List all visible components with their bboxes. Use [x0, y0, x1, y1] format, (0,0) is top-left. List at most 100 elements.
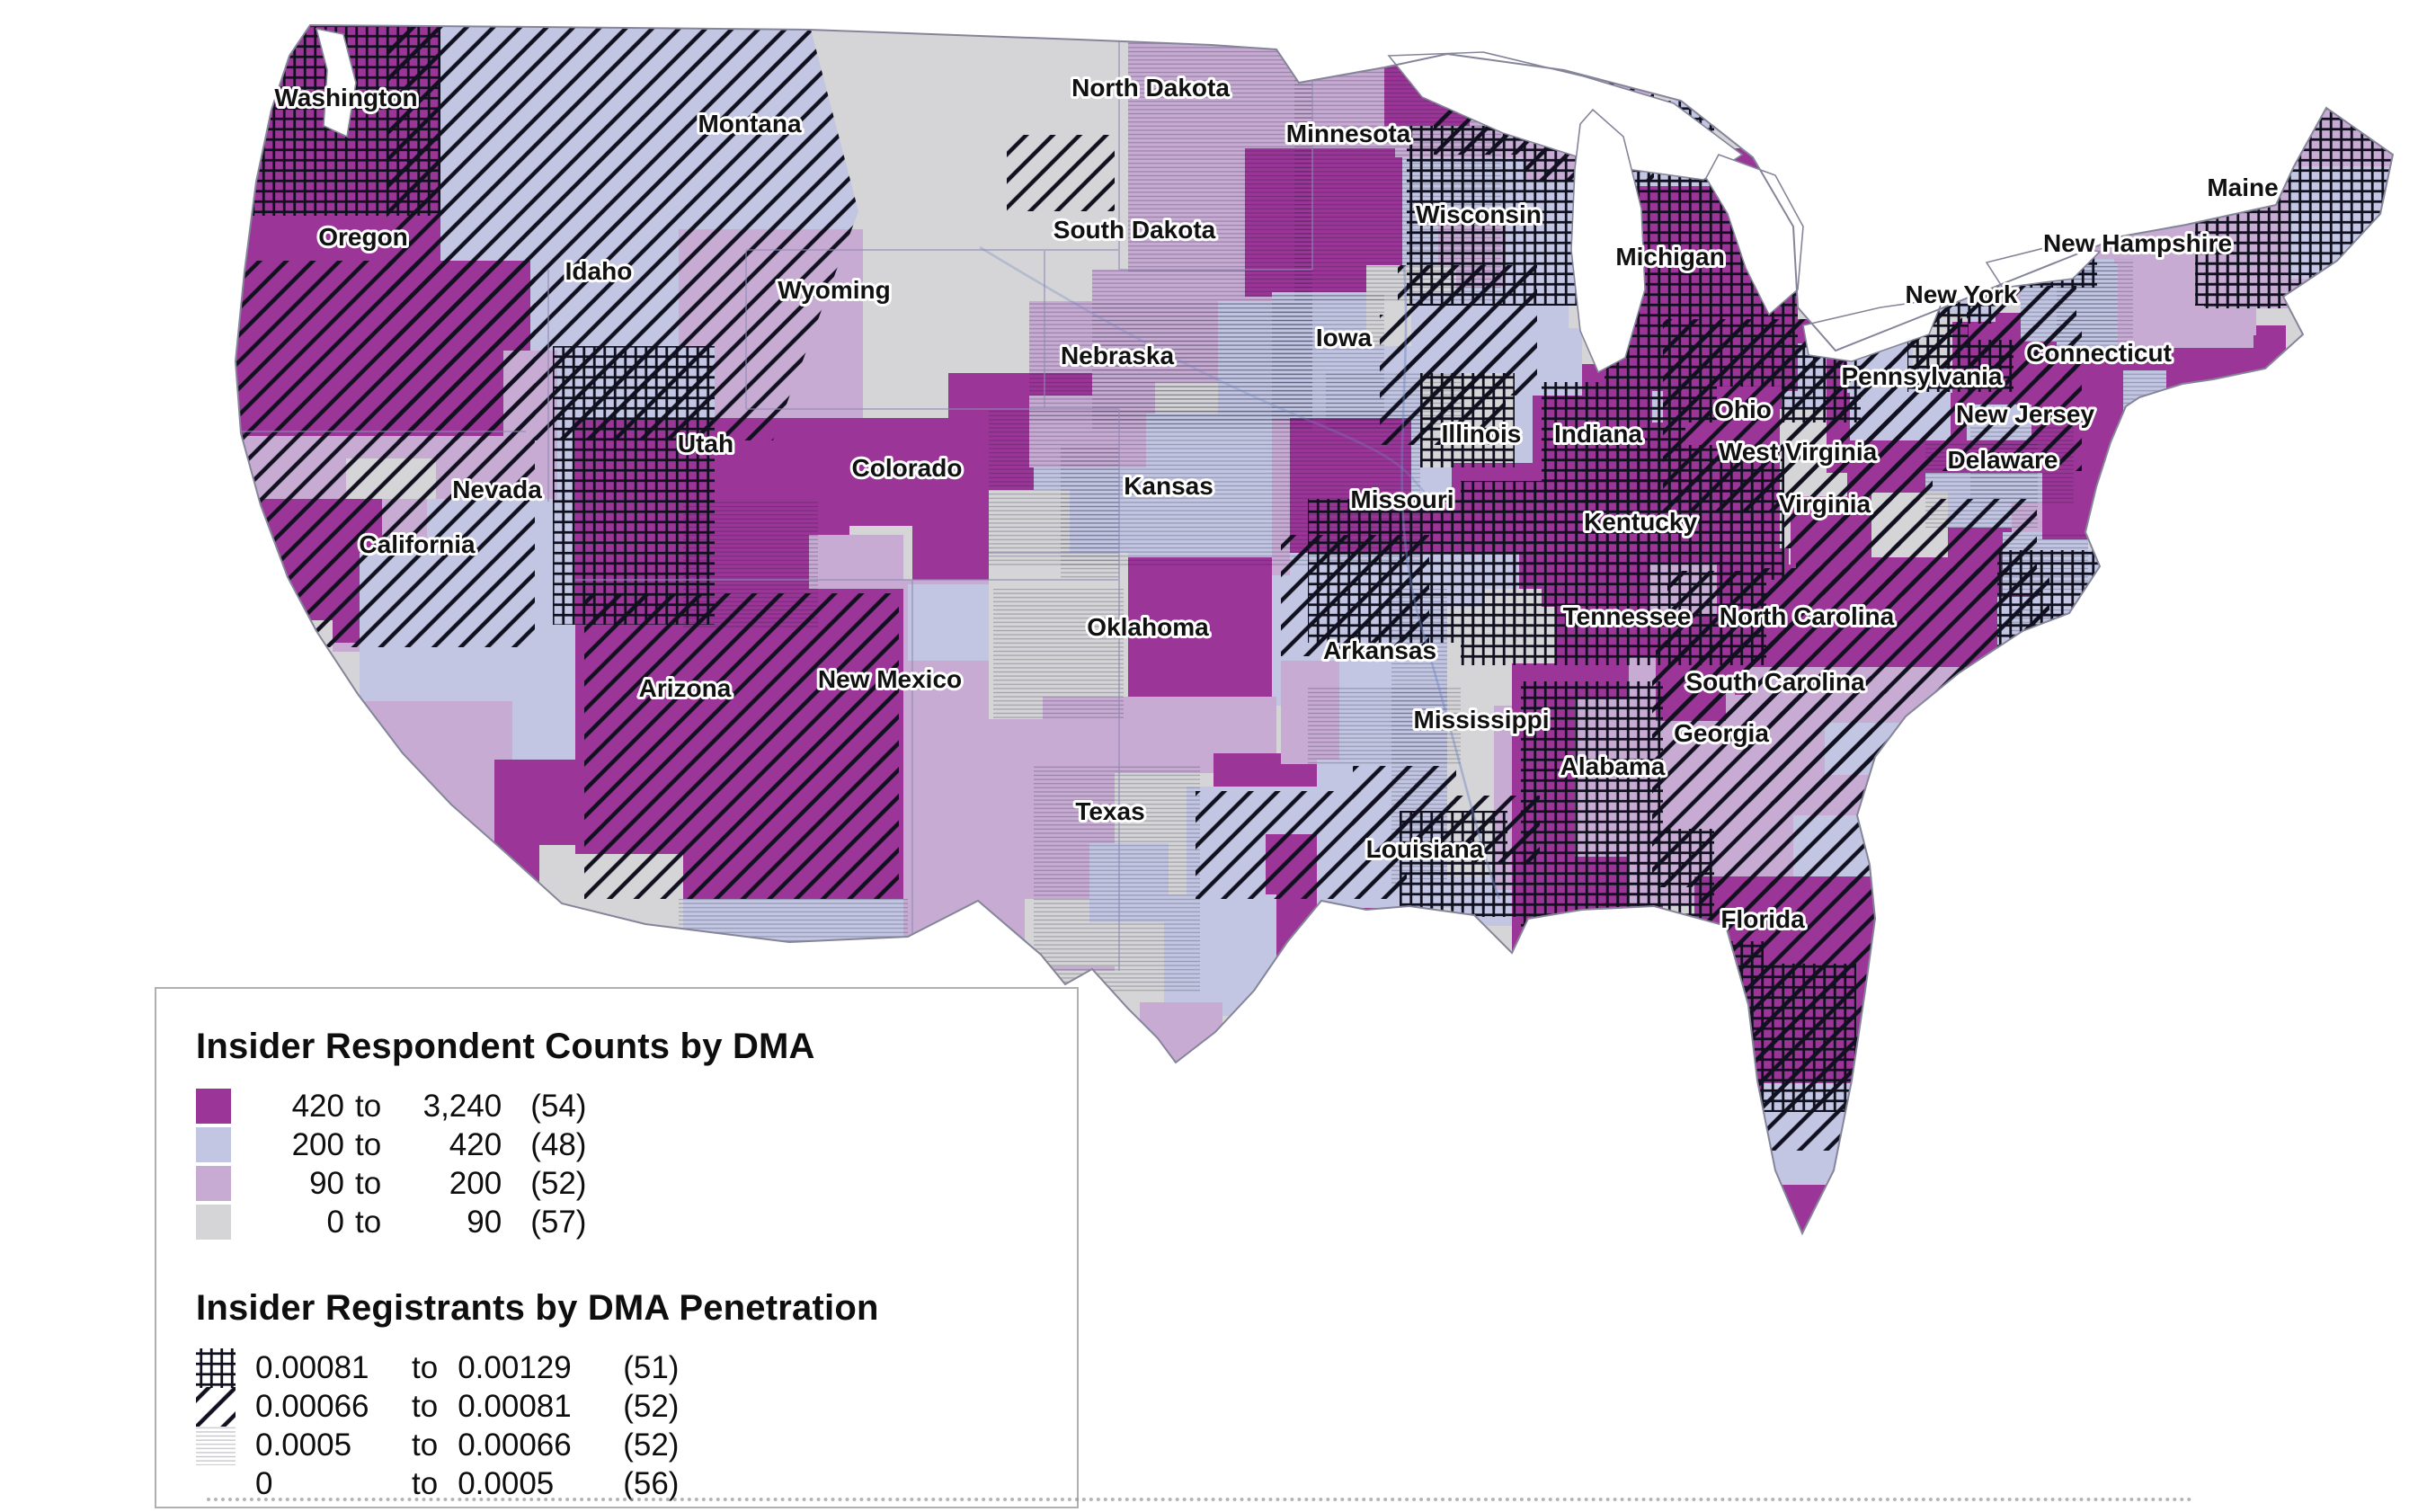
state-label-new-hampshire: New Hampshire [2043, 229, 2232, 257]
state-label-missouri: Missouri [1350, 485, 1453, 513]
legend-count-row-1: 420 to 3,240 (54) [196, 1087, 1077, 1125]
range-count: (52) [623, 1388, 680, 1424]
range-to: 90 [467, 1204, 502, 1240]
state-label-new-mexico: New Mexico [818, 665, 962, 693]
range-from: 90 [309, 1165, 344, 1201]
legend-penetration-row-3: 0.0005 to 0.00066 (52) [196, 1425, 1077, 1465]
state-label-ohio: Ohio [1714, 396, 1772, 423]
color-swatch-dark-purple [196, 1089, 231, 1124]
range-from: 200 [291, 1126, 344, 1162]
legend-count-row-4: 0 to 90 (57) [196, 1203, 1077, 1241]
great-lakes [315, 27, 2102, 374]
state-label-colorado: Colorado [852, 454, 963, 482]
state-label-wisconsin: Wisconsin [1416, 200, 1542, 228]
range-to: 420 [449, 1126, 502, 1162]
state-label-washington: Washington [274, 84, 417, 111]
state-label-louisiana: Louisiana [1366, 835, 1484, 863]
range-from: 420 [291, 1088, 344, 1124]
legend-penetration-row-2: 0.00066 to 0.00081 (52) [196, 1386, 1077, 1427]
range-count: (51) [623, 1349, 680, 1385]
bottom-dotted-rule [207, 1498, 2193, 1501]
state-label-new-jersey: New Jersey [1956, 400, 2095, 428]
state-label-virginia: Virginia [1779, 490, 1871, 518]
legend-penetration-row-4: 0 to 0.0005 (56) [196, 1464, 1077, 1503]
range-count: (52) [530, 1165, 587, 1201]
state-label-iowa: Iowa [1316, 324, 1373, 351]
range-to: 3,240 [422, 1088, 502, 1124]
state-label-west-virginia: West Virginia [1719, 438, 1878, 466]
state-label-minnesota: Minnesota [1286, 120, 1411, 147]
range-to-word: to [412, 1465, 439, 1501]
color-swatch-light-mauve [196, 1166, 231, 1201]
lake-erie [1802, 298, 1945, 362]
state-label-alabama: Alabama [1560, 752, 1666, 780]
state-borders [236, 38, 1313, 971]
state-label-texas: Texas [1075, 797, 1144, 825]
state-label-pennsylvania: Pennsylvania [1842, 362, 2003, 390]
state-label-north-dakota: North Dakota [1071, 74, 1230, 102]
state-label-kansas: Kansas [1124, 472, 1213, 500]
state-label-indiana: Indiana [1554, 420, 1642, 448]
range-from: 0 [255, 1465, 273, 1501]
state-label-georgia: Georgia [1674, 719, 1769, 747]
range-to-word: to [355, 1204, 382, 1240]
range-to-word: to [355, 1088, 382, 1124]
rivers [979, 245, 1501, 900]
range-to: 200 [449, 1165, 502, 1201]
range-from: 0.00066 [255, 1388, 369, 1424]
state-label-florida: Florida [1720, 905, 1805, 933]
puget-sound [315, 27, 357, 138]
state-label-idaho: Idaho [565, 257, 633, 285]
state-label-new-york: New York [1905, 280, 2017, 308]
state-label-oregon: Oregon [318, 223, 408, 251]
range-to: 0.00066 [458, 1427, 572, 1463]
color-swatch-gray [196, 1205, 231, 1240]
state-label-maine: Maine [2207, 173, 2278, 201]
state-label-south-dakota: South Dakota [1053, 216, 1216, 244]
state-label-nebraska: Nebraska [1061, 342, 1175, 369]
range-count: (52) [623, 1427, 680, 1463]
state-label-arizona: Arizona [639, 674, 732, 702]
legend-penetration-row-1: 0.00081 to 0.00129 (51) [196, 1347, 1077, 1388]
state-label-utah: Utah [678, 430, 733, 458]
range-to-word: to [412, 1349, 439, 1385]
penetration-pattern-overlays [236, 25, 2393, 1151]
range-to-word: to [412, 1388, 439, 1424]
legend-penetration-title: Insider Registrants by DMA Penetration [196, 1288, 879, 1328]
range-count: (54) [530, 1088, 587, 1124]
range-count: (48) [530, 1126, 587, 1162]
legend-counts-title: Insider Respondent Counts by DMA [196, 1027, 815, 1066]
lake-huron [1705, 154, 1804, 316]
state-label-montana: Montana [698, 110, 802, 138]
state-label-tennessee: Tennessee [1563, 602, 1692, 630]
color-swatch-periwinkle [196, 1127, 231, 1162]
crosshatch-pattern-icon [196, 1347, 236, 1388]
state-labels: Washington Oregon California Nevada Idaho Mon… [271, 71, 2280, 936]
state-label-arkansas: Arkansas [1323, 636, 1436, 664]
state-label-connecticut: Connecticut [2026, 339, 2172, 367]
legend-count-row-3: 90 to 200 (52) [196, 1164, 1077, 1203]
state-label-wyoming: Wyoming [778, 276, 890, 304]
range-count: (56) [623, 1465, 680, 1501]
range-to-word: to [355, 1126, 382, 1162]
range-to: 0.0005 [458, 1465, 555, 1501]
state-label-north-carolina: North Carolina [1720, 602, 1895, 630]
state-label-michigan: Michigan [1615, 243, 1724, 271]
range-to-word: to [412, 1427, 439, 1463]
state-label-delaware: Delaware [1948, 446, 2058, 474]
legend-counts-rows: 420 to 3,240 (54) 200 to 420 (48) 90 to … [196, 1087, 1077, 1241]
state-label-california: California [359, 530, 476, 558]
range-to-word: to [355, 1165, 382, 1201]
range-to: 0.00081 [458, 1388, 572, 1424]
range-to: 0.00129 [458, 1349, 572, 1385]
state-label-mississippi: Mississippi [1414, 706, 1550, 734]
state-label-nevada: Nevada [452, 476, 542, 503]
state-label-oklahoma: Oklahoma [1087, 613, 1209, 641]
range-from: 0.0005 [255, 1427, 352, 1463]
horizontal-lines-pattern-icon [196, 1425, 236, 1465]
range-count: (57) [530, 1204, 587, 1240]
legend-panel: Insider Respondent Counts by DMA 420 to … [155, 987, 1079, 1508]
range-from: 0 [326, 1204, 344, 1240]
